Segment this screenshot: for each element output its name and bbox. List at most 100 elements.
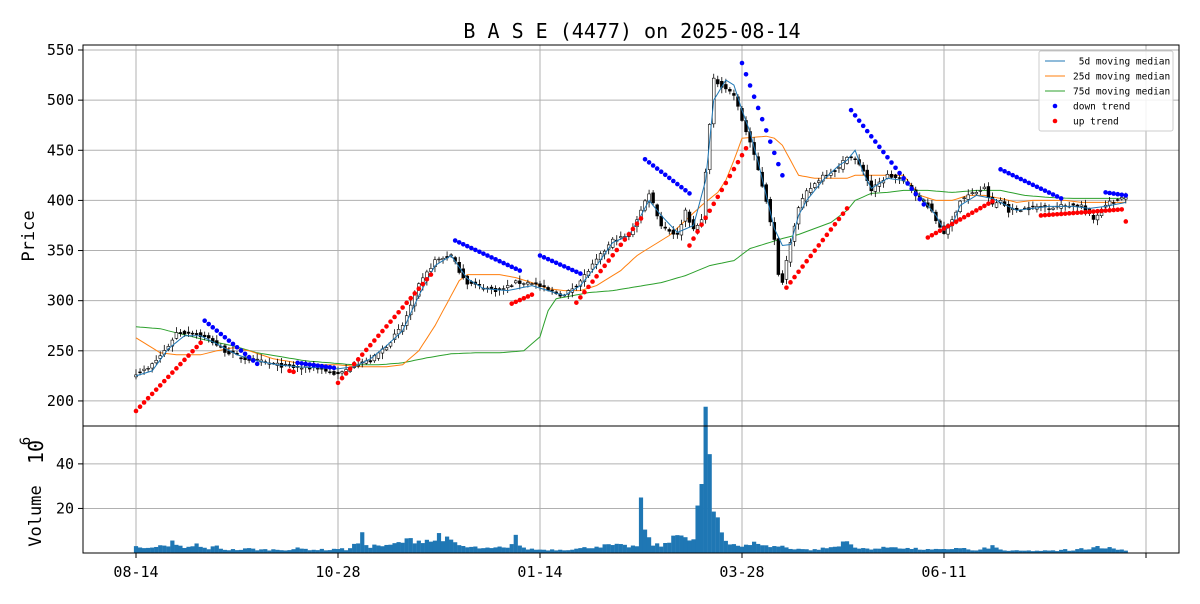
candle-body — [154, 359, 158, 364]
volume-bar — [1091, 547, 1096, 553]
up-trend-dot — [182, 357, 187, 363]
volume-bar — [331, 548, 337, 553]
volume-bar — [715, 517, 720, 553]
down-trend-dot — [864, 128, 870, 134]
candle-body — [780, 273, 785, 283]
candle-body — [239, 357, 243, 360]
volume-bar — [933, 548, 939, 553]
up-trend-dot — [1046, 212, 1052, 218]
candle-body — [707, 124, 712, 170]
down-trend-dot — [763, 128, 769, 133]
down-trend-dot — [489, 255, 494, 260]
up-trend-dot — [392, 314, 397, 320]
up-trend-dot — [937, 228, 943, 234]
up-trend-dot — [351, 361, 357, 367]
down-trend-dot — [998, 167, 1003, 172]
volume-bar — [1083, 549, 1088, 553]
down-trend-dot — [1058, 196, 1064, 201]
up-trend-dot — [622, 237, 628, 242]
up-trend-dot — [347, 366, 353, 372]
candle-body — [594, 258, 599, 265]
up-trend-dot — [428, 272, 434, 277]
volume-bar — [994, 547, 999, 553]
volume-bar — [784, 547, 789, 553]
up-trend-dot — [707, 208, 712, 214]
volume-bar — [634, 546, 640, 553]
up-trend-dot — [1091, 209, 1096, 214]
candle-body — [659, 215, 663, 227]
up-trend-dot — [731, 166, 737, 172]
candle-body — [388, 342, 393, 347]
down-trend-dot — [549, 258, 555, 264]
candle-body — [146, 368, 150, 370]
up-trend-dot — [594, 274, 599, 279]
volume-bar — [921, 549, 926, 553]
up-trend-dot — [509, 301, 515, 306]
volume-bar — [836, 546, 842, 553]
candle-body — [651, 192, 655, 204]
x-tick-label: 08-14 — [113, 563, 158, 581]
down-trend-dot — [739, 60, 745, 66]
volume-bar — [707, 454, 712, 553]
down-trend-dot — [913, 191, 919, 197]
volume-bar — [141, 548, 147, 553]
volume-bar — [679, 535, 684, 553]
up-trend-dot — [784, 285, 789, 290]
legend-label: down trend — [1073, 102, 1130, 113]
candle-body — [885, 174, 890, 179]
volume-bar — [178, 545, 183, 553]
volume-bar — [137, 547, 143, 553]
up-trend-dot — [957, 217, 963, 222]
volume-bar — [210, 546, 215, 553]
volume-bar — [368, 547, 373, 553]
up-trend-dot — [961, 214, 967, 220]
up-trend-dot — [743, 145, 749, 151]
candle-body — [837, 167, 841, 169]
volume-bar — [275, 549, 280, 553]
volume-bar — [687, 540, 692, 553]
up-trend-dot — [1054, 211, 1060, 217]
up-trend-dot — [368, 342, 373, 348]
volume-bar — [1063, 549, 1068, 553]
candle-body — [671, 229, 676, 235]
up-trend-dot — [606, 258, 611, 263]
up-trend-dot — [343, 371, 349, 376]
legend-label: 5d moving median — [1073, 57, 1170, 68]
volume-bar — [493, 547, 498, 553]
up-trend-dot — [610, 253, 616, 258]
up-trend-dot — [735, 159, 741, 165]
volume-bar — [598, 547, 603, 553]
down-trend-dot — [646, 160, 652, 165]
up-trend-dot — [820, 237, 826, 243]
up-trend-dot — [186, 353, 191, 358]
candle-body — [1071, 203, 1075, 206]
volume-bar — [764, 545, 769, 553]
up-trend-dot — [586, 284, 591, 290]
candle-body — [190, 332, 195, 335]
down-trend-dot — [327, 364, 333, 370]
candle-body — [938, 220, 942, 228]
volume-bar — [889, 547, 894, 553]
up-trend-dot — [578, 295, 583, 300]
volume-bar — [582, 547, 587, 553]
volume-bar — [1075, 549, 1080, 553]
volume-bar — [1071, 550, 1076, 553]
candle-body — [695, 225, 700, 230]
down-trend-dot — [1107, 190, 1112, 196]
up-trend-dot — [598, 268, 603, 274]
volume-bar — [586, 548, 591, 553]
down-trend-dot — [885, 154, 890, 160]
volume-bar — [1059, 549, 1064, 553]
up-trend-dot — [1099, 208, 1104, 214]
volume-bar — [517, 545, 522, 553]
volume-bar — [731, 544, 737, 553]
up-trend-dot — [1103, 208, 1108, 213]
volume-bar — [848, 544, 854, 553]
volume-bar — [614, 543, 619, 553]
volume-bar — [901, 548, 906, 553]
down-trend-dot — [1034, 184, 1040, 190]
volume-bar — [202, 547, 207, 553]
up-trend-dot — [574, 300, 579, 305]
down-trend-dot — [772, 150, 777, 156]
